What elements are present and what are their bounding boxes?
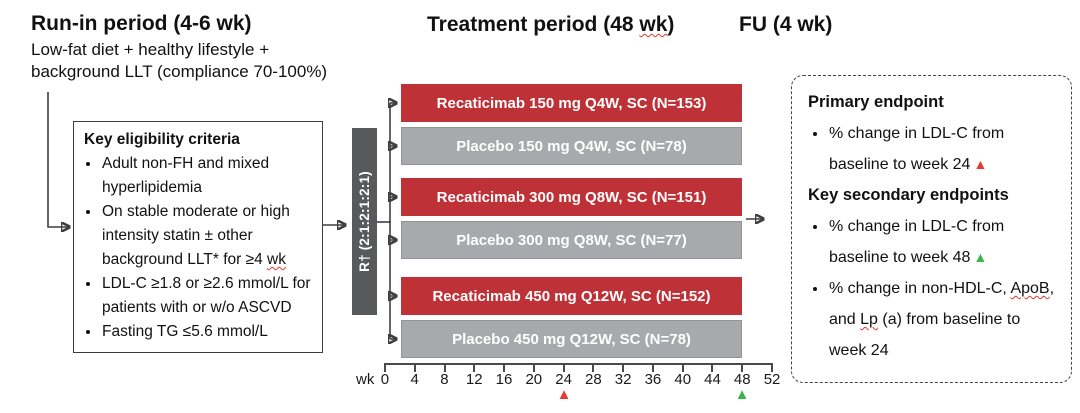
axis-tick xyxy=(741,363,744,372)
axis-tick xyxy=(562,363,565,372)
axis-tick-label: 8 xyxy=(440,371,449,388)
axis-tick xyxy=(503,363,506,372)
treatment-period-heading: Treatment period (48 wk) xyxy=(427,13,675,36)
axis-tick xyxy=(413,363,416,372)
secondary-endpoints-list: % change in LDL-C from baseline to week … xyxy=(808,211,1059,366)
follow-up-heading: FU (4 wk) xyxy=(739,13,833,36)
endpoint-text: % change in non-HDL-C, ApoB, and Lp (a) … xyxy=(829,280,1055,359)
run-in-description-line2: background LLT (compliance 70-100%) xyxy=(31,62,328,81)
axis-tick-label: 24 xyxy=(555,371,572,388)
week-axis-unit-label: wk xyxy=(356,371,375,388)
axis-tick-label: 0 xyxy=(380,371,390,388)
eligibility-item: On stable moderate or high intensity sta… xyxy=(101,200,314,272)
endpoint-item: % change in LDL-C from baseline to week … xyxy=(828,118,1059,180)
endpoint-text: % change in LDL-C from baseline to week … xyxy=(829,125,1005,173)
run-in-period-heading: Run-in period (4-6 wk) xyxy=(31,12,252,35)
axis-tick xyxy=(711,363,714,372)
axis-tick xyxy=(532,363,535,372)
axis-tick-label: 48 xyxy=(733,371,751,388)
eligibility-item: LDL-C ≥1.8 or ≥2.6 mmol/L for patients w… xyxy=(101,272,314,320)
endpoint-text: % change in LDL-C from baseline to week … xyxy=(829,218,1005,266)
axis-tick-label: 32 xyxy=(614,371,632,388)
arm-bar-placebo-450mg-q12w: Placebo 450 mg Q12W, SC (N=78) xyxy=(401,320,742,358)
primary-endpoint-list: % change in LDL-C from baseline to week … xyxy=(808,118,1059,180)
week-axis-labels: 0 4 8 12 16 20 24 28 32 36 40 44 48 52 xyxy=(370,371,787,388)
eligibility-box: Key eligibility criteria Adult non-FH an… xyxy=(73,121,323,353)
run-in-description-line1: Low-fat diet + healthy lifestyle + xyxy=(31,40,270,59)
axis-tick xyxy=(681,363,684,372)
eligibility-title: Key eligibility criteria xyxy=(84,131,240,148)
axis-tick-label: 16 xyxy=(495,371,513,388)
axis-tick-label: 44 xyxy=(704,371,721,388)
axis-tick-label: 36 xyxy=(644,371,662,388)
eligibility-list: Adult non-FH and mixed hyperlipidemia On… xyxy=(84,152,314,344)
week-axis-ticks xyxy=(384,363,773,372)
red-triangle-icon: ▲ xyxy=(973,156,988,172)
run-in-description: Low-fat diet + healthy lifestyle + backg… xyxy=(31,39,327,83)
green-triangle-icon: ▲ xyxy=(973,249,988,265)
axis-tick xyxy=(473,363,476,372)
eligibility-item: Adult non-FH and mixed hyperlipidemia xyxy=(101,152,314,200)
axis-tick-label: 12 xyxy=(465,371,483,388)
axis-tick xyxy=(384,363,386,372)
eligibility-item: Fasting TG ≤5.6 mmol/L xyxy=(101,320,314,344)
arm-bar-placebo-300mg-q8w: Placebo 300 mg Q8W, SC (N=77) xyxy=(401,221,742,259)
randomization-bar: R† (2:1:2:1:2:1) xyxy=(352,128,377,315)
runin-to-eligibility-arrow xyxy=(47,92,69,227)
axis-tick xyxy=(592,363,595,372)
axis-tick xyxy=(770,363,773,372)
arm-bar-placebo-150mg-q4w: Placebo 150 mg Q4W, SC (N=78) xyxy=(401,127,742,165)
endpoints-box: Primary endpoint % change in LDL-C from … xyxy=(791,75,1072,383)
secondary-endpoints-title: Key secondary endpoints xyxy=(808,186,1009,204)
axis-tick-label: 20 xyxy=(525,371,543,388)
axis-tick-label: 52 xyxy=(763,371,781,388)
axis-tick xyxy=(622,363,625,372)
primary-endpoint-title: Primary endpoint xyxy=(808,93,944,111)
axis-tick xyxy=(443,363,446,372)
randomization-ratio-label: R† (2:1:2:1:2:1) xyxy=(357,171,373,272)
axis-tick xyxy=(651,363,654,372)
week-axis-line xyxy=(385,363,772,365)
axis-tick-label: 28 xyxy=(585,371,602,388)
endpoint-item: % change in non-HDL-C, ApoB, and Lp (a) … xyxy=(828,273,1059,366)
week24-red-triangle-icon: ▲ xyxy=(556,386,572,403)
axis-tick-label: 40 xyxy=(674,371,692,388)
endpoint-item: % change in LDL-C from baseline to week … xyxy=(828,211,1059,273)
week48-green-triangle-icon: ▲ xyxy=(734,386,750,403)
axis-tick-label: 4 xyxy=(410,371,419,388)
arm-bar-recaticimab-300mg-q8w: Recaticimab 300 mg Q8W, SC (N=151) xyxy=(401,178,742,216)
arm-bar-recaticimab-150mg-q4w: Recaticimab 150 mg Q4W, SC (N=153) xyxy=(401,84,742,122)
arm-bar-recaticimab-450mg-q12w: Recaticimab 450 mg Q12W, SC (N=152) xyxy=(401,277,742,315)
